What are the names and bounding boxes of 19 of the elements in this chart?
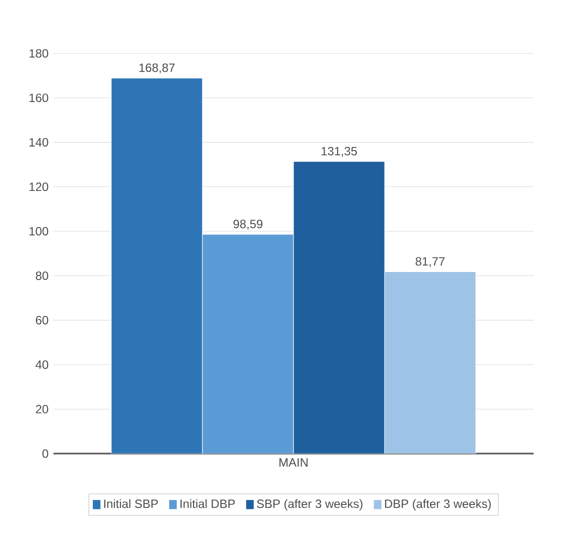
legend-label: DBP (after 3 weeks) xyxy=(385,499,491,510)
legend-label: SBP (after 3 weeks) xyxy=(256,499,362,510)
data-label: 98,59 xyxy=(234,220,262,230)
y-tick-label: 160 xyxy=(30,94,48,102)
y-tick-label: 140 xyxy=(30,138,48,147)
y-tick-label: 40 xyxy=(36,360,48,369)
y-tick-label: 180 xyxy=(30,49,48,58)
legend-label: Initial DBP xyxy=(180,499,235,508)
data-label: 81,77 xyxy=(416,257,445,268)
data-label: 168,87 xyxy=(139,63,175,74)
y-tick-label: 20 xyxy=(36,404,48,414)
y-tick-label: 60 xyxy=(36,316,48,324)
y-tick-label: 120 xyxy=(30,182,48,192)
y-tick-label: 0 xyxy=(42,449,48,458)
x-tick-label: MAIN xyxy=(279,458,308,467)
y-tick-label: 100 xyxy=(30,226,48,236)
y-tick-label: 80 xyxy=(36,271,48,280)
data-label: 131,35 xyxy=(322,146,357,157)
legend-label: Initial SBP xyxy=(104,499,158,508)
